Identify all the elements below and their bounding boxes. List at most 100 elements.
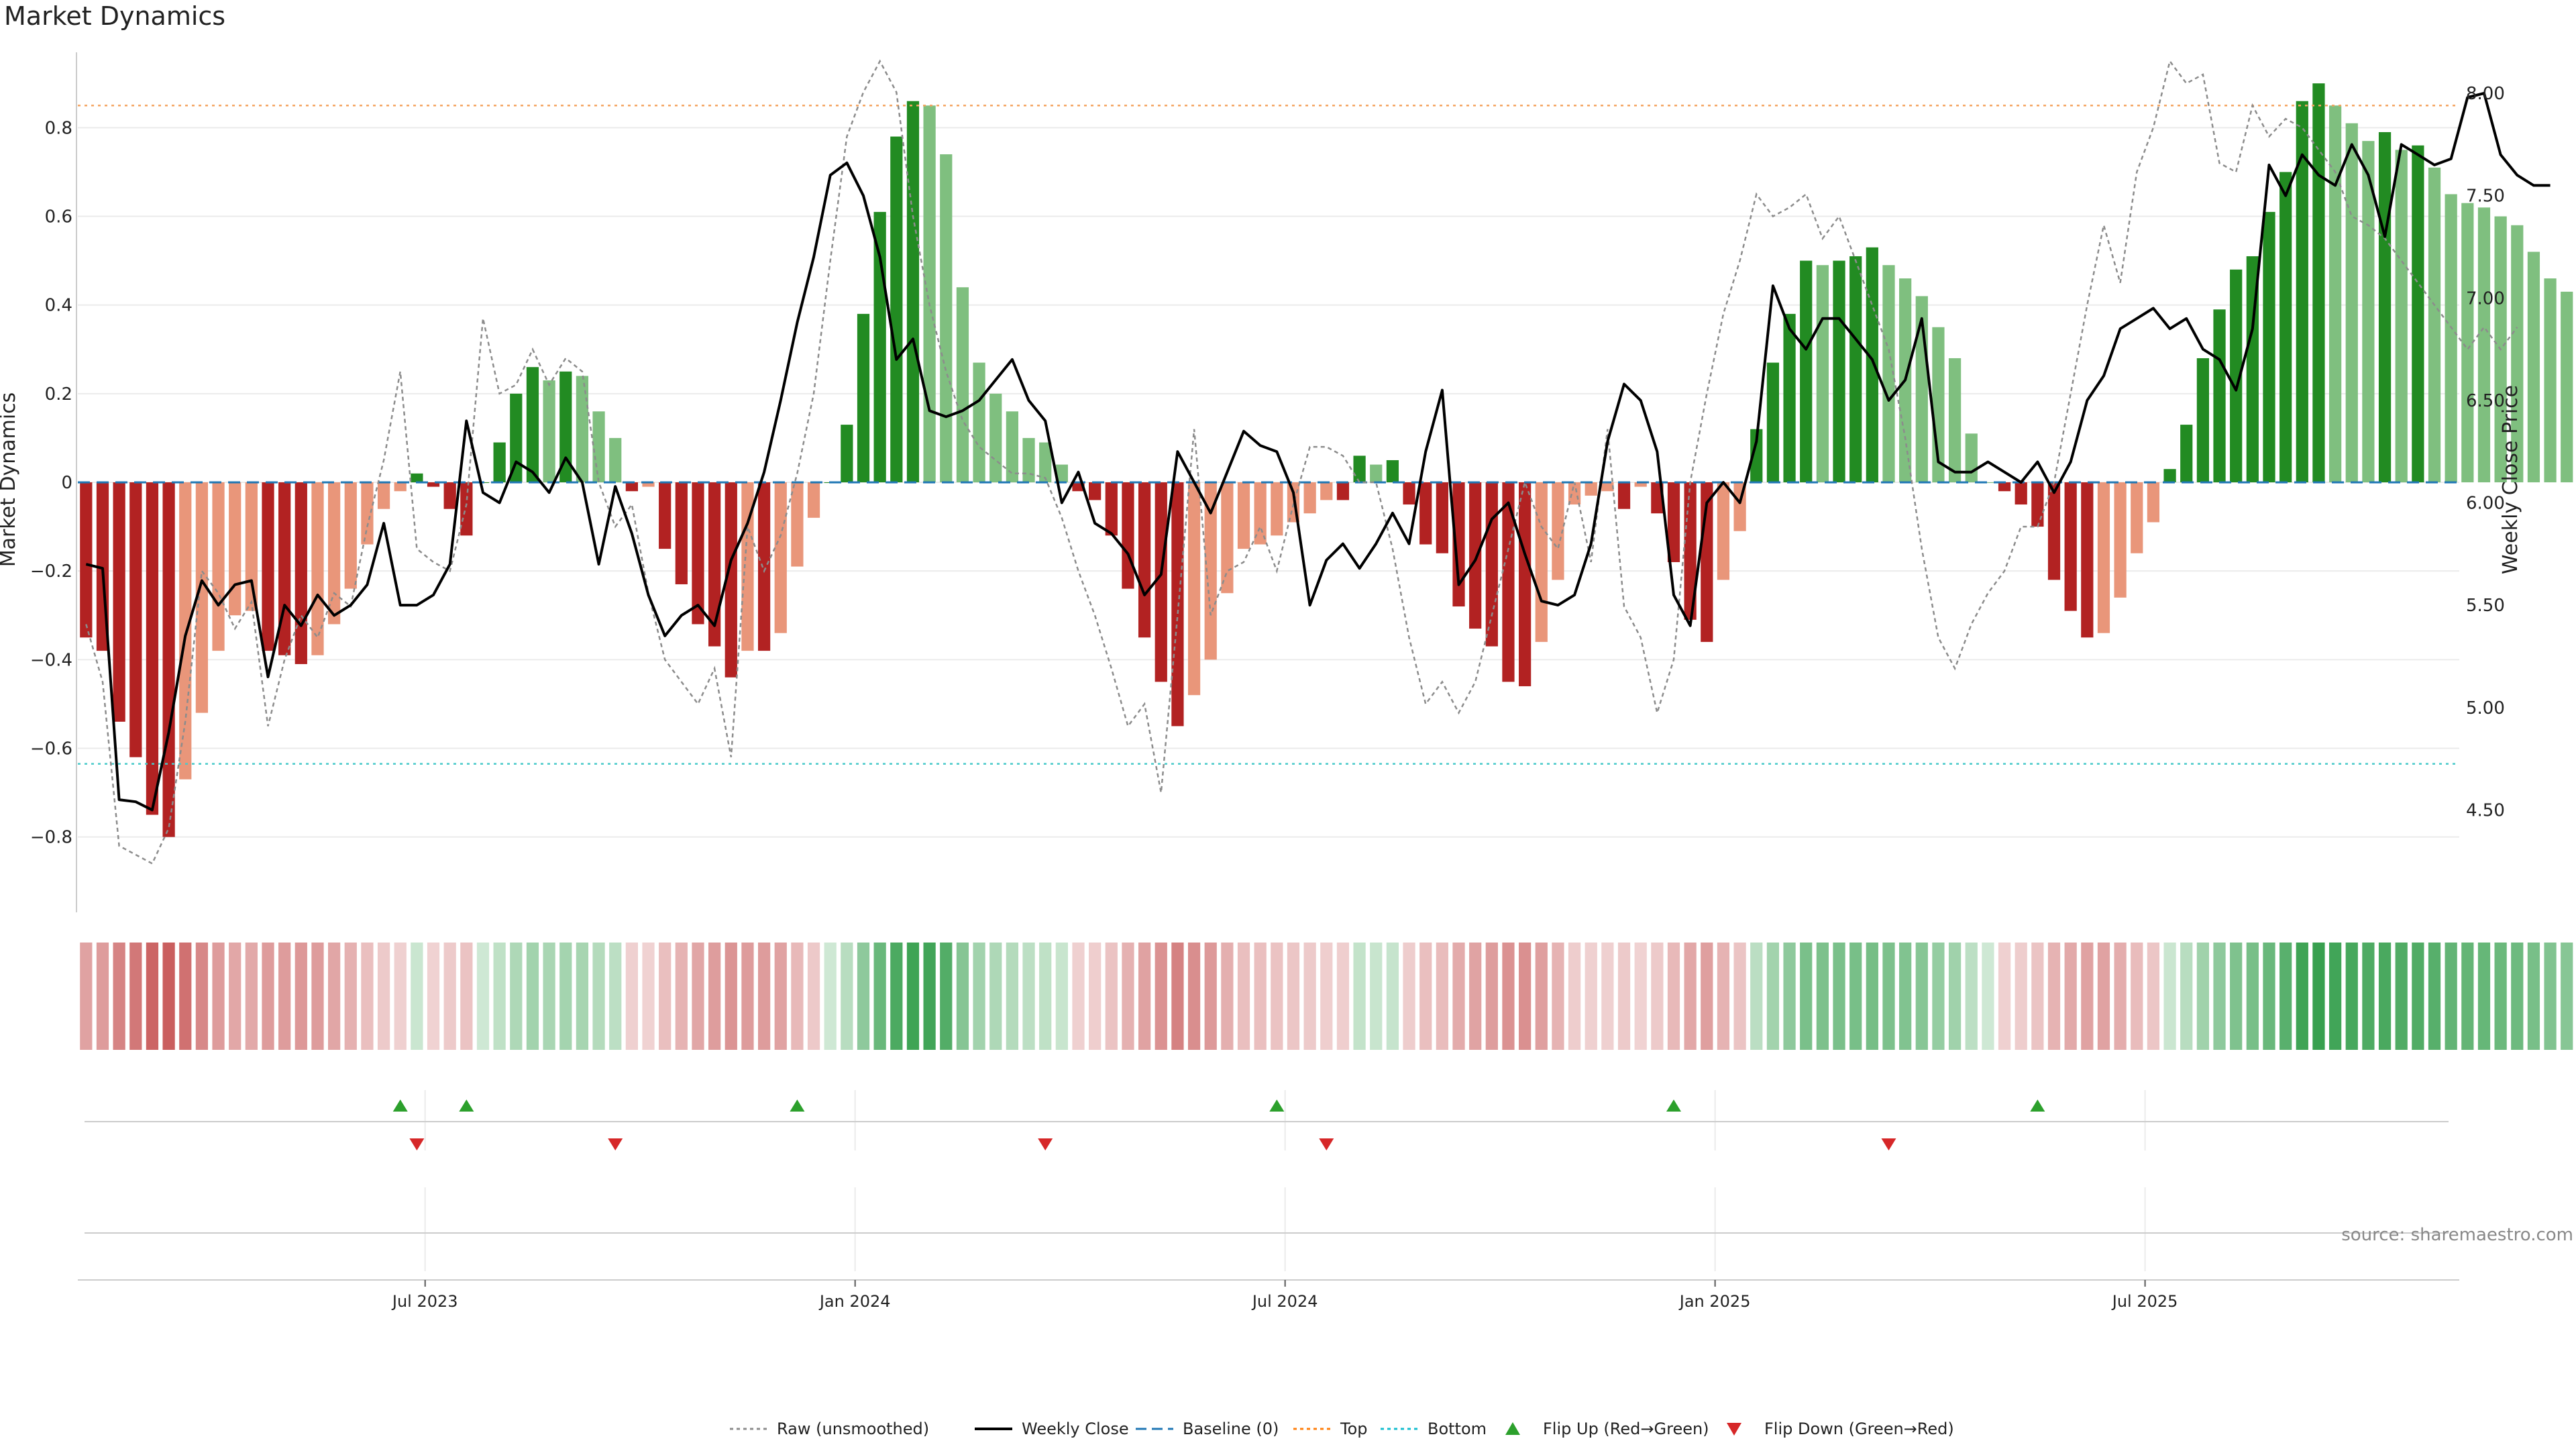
- flip-down-marker: [608, 1138, 623, 1150]
- dynamics-bar: [1982, 482, 1994, 483]
- strip-cell: [956, 943, 969, 1050]
- dynamics-bar: [890, 136, 903, 482]
- strip-cell: [2445, 943, 2457, 1050]
- strip-cell: [2230, 943, 2243, 1050]
- dynamics-bar: [609, 437, 622, 482]
- dynamics-bar: [1535, 482, 1548, 642]
- legend-label: Flip Up (Red→Green): [1543, 1419, 1709, 1438]
- left-tick-label: −0.8: [30, 828, 72, 848]
- dynamics-bar: [129, 482, 142, 757]
- legend-label: Top: [1340, 1419, 1368, 1438]
- strip-cell: [1469, 943, 1482, 1050]
- strip-cell: [1717, 943, 1730, 1050]
- strip-cell: [873, 943, 886, 1050]
- dynamics-bar: [2428, 167, 2441, 482]
- dynamics-bar: [2047, 482, 2061, 580]
- strip-cell: [427, 943, 440, 1050]
- strip-cell: [1237, 943, 1250, 1050]
- strip-cell: [2279, 943, 2292, 1050]
- dynamics-bar: [294, 482, 307, 664]
- strip-cell: [1800, 943, 1813, 1050]
- dynamics-bar: [2097, 482, 2110, 633]
- dynamics-bar: [2511, 225, 2524, 482]
- strip-cell: [1187, 943, 1201, 1050]
- strip-cell: [113, 943, 125, 1050]
- strip-cell: [1122, 943, 1134, 1050]
- strip-cell: [1370, 943, 1383, 1050]
- left-tick-label: 0: [61, 473, 72, 493]
- strip-cell: [1055, 943, 1068, 1050]
- flip-up-marker: [790, 1099, 805, 1112]
- dynamics-bar: [2246, 256, 2259, 482]
- strip-cell: [659, 943, 672, 1050]
- strip-cell: [1072, 943, 1085, 1050]
- dynamics-bar: [377, 482, 390, 509]
- grid-layer: [78, 127, 2459, 838]
- dynamics-bar: [2263, 211, 2275, 482]
- strip-cell: [625, 943, 638, 1050]
- dynamics-bar: [1254, 482, 1267, 545]
- dynamics-bar: [940, 154, 953, 482]
- strip-cell: [757, 943, 771, 1050]
- flip-up-marker: [1666, 1099, 1681, 1112]
- strip-cell: [2263, 943, 2275, 1050]
- dynamics-bar: [2015, 482, 2027, 505]
- dynamics-bar: [1800, 260, 1813, 482]
- dynamics-bar: [1006, 411, 1019, 482]
- dynamics-bar: [2180, 425, 2193, 482]
- source-note: source: sharemaestro.com: [2341, 1225, 2573, 1245]
- dynamics-bar: [2064, 482, 2077, 611]
- strip-cell: [2511, 943, 2524, 1050]
- dynamics-bar: [1601, 482, 1614, 492]
- left-tick-label: −0.6: [30, 739, 72, 759]
- flip-up-marker: [1269, 1099, 1285, 1112]
- strip-cell: [2064, 943, 2077, 1050]
- dynamics-bar: [2378, 131, 2392, 482]
- dynamics-bar: [179, 482, 192, 780]
- dynamics-bar: [2031, 482, 2044, 527]
- dynamics-bar: [642, 482, 655, 487]
- strip-cell: [394, 943, 407, 1050]
- strip-cell: [592, 943, 605, 1050]
- strip-cell: [1254, 943, 1267, 1050]
- strip-cell: [1998, 943, 2011, 1050]
- dynamics-bar: [1965, 433, 1978, 482]
- dynamics-bar: [675, 482, 688, 584]
- strip-cell: [493, 943, 506, 1050]
- dynamics-bar: [311, 482, 324, 655]
- legend-label: Baseline (0): [1183, 1419, 1279, 1438]
- dynamics-bar: [1717, 482, 1730, 580]
- dynamics-bar: [1403, 482, 1415, 505]
- dynamics-bar: [1320, 482, 1333, 500]
- dynamics-bar: [857, 313, 870, 482]
- strip-cell: [1552, 943, 1564, 1050]
- flip-down-marker: [1319, 1138, 1334, 1150]
- dynamics-bar: [443, 482, 456, 509]
- dynamics-bar: [1783, 313, 1796, 482]
- strip-cell: [2081, 943, 2094, 1050]
- dynamics-bar: [2312, 83, 2325, 482]
- strip-cell: [195, 943, 209, 1050]
- strip-cell: [1353, 943, 1366, 1050]
- strip-cell: [543, 943, 555, 1050]
- strip-cell: [741, 943, 754, 1050]
- dynamics-bar: [1436, 482, 1448, 553]
- weekly-close-line: [85, 92, 2551, 812]
- strip-cell: [1271, 943, 1283, 1050]
- raw-line: [85, 59, 2518, 865]
- dynamics-bar: [1452, 482, 1465, 607]
- strip-cell: [2031, 943, 2044, 1050]
- right-tick-label: 4.50: [2466, 800, 2505, 820]
- left-axis-label: Market Dynamics: [0, 392, 20, 568]
- dynamics-bar: [1849, 256, 1862, 482]
- strip-cell: [2163, 943, 2176, 1050]
- strip-cell: [1568, 943, 1581, 1050]
- dynamics-bar: [1866, 247, 1878, 482]
- dynamics-bar: [344, 482, 357, 589]
- legend-item: Weekly Close: [975, 1419, 1129, 1438]
- dynamics-bar: [2527, 252, 2540, 482]
- dynamics-bar: [245, 482, 258, 611]
- dynamics-bar: [791, 482, 804, 567]
- dynamics-bar: [1271, 482, 1283, 536]
- strip-cell: [327, 943, 341, 1050]
